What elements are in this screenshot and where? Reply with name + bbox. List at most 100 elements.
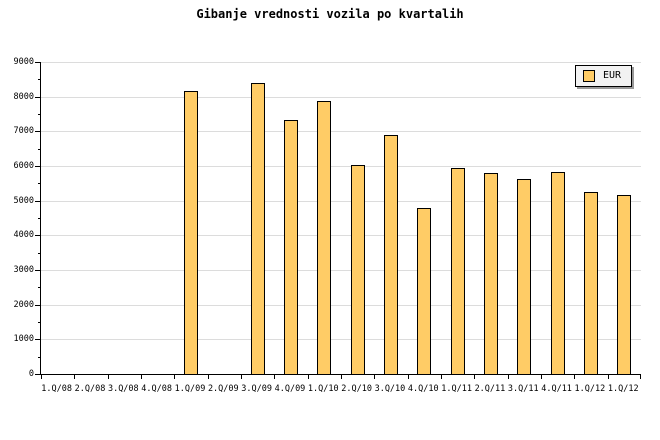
- chart-title: Gibanje vrednosti vozila po kvartalih: [196, 7, 464, 21]
- bar: [550, 171, 565, 374]
- x-axis-tick: [141, 374, 142, 379]
- bar: [417, 207, 432, 374]
- y-axis-tick-label: 1000: [13, 334, 34, 345]
- x-axis-labels: 1.Q/08 2.Q/08 3.Q/08 4.Q/08 1.Q/09 2.Q/09 3.Q/…: [40, 384, 640, 395]
- y-axis-tick-label: 5000: [13, 195, 34, 206]
- bar: [450, 167, 465, 374]
- x-axis-label-text: 1.Q/09: [174, 384, 206, 394]
- y-axis-tick: [35, 62, 41, 63]
- x-axis-label: 2.Q/09: [207, 384, 240, 395]
- gridline: [41, 270, 641, 271]
- x-axis-tick: [574, 374, 576, 379]
- y-axis-minor-tick: [38, 287, 41, 289]
- y-axis-minor-tick: [38, 79, 41, 81]
- x-axis-label-text: 1.Q/12: [574, 384, 606, 394]
- gridline: [41, 304, 641, 306]
- x-axis-label: 3.Q/11: [507, 384, 540, 395]
- x-axis-label-text: 2.Q/11: [474, 384, 506, 394]
- y-axis-minor-tick: [38, 322, 41, 323]
- x-axis-tick: [74, 374, 76, 379]
- x-axis-label-text: 2.Q/10: [341, 384, 372, 394]
- y-axis-tick-label: 9000: [13, 57, 34, 67]
- x-axis-tick: [41, 374, 42, 379]
- bar: [484, 173, 498, 374]
- x-axis-tick: [507, 374, 509, 379]
- y-axis-tick-label: 3000: [13, 265, 34, 275]
- bar: [617, 194, 632, 374]
- y-axis-minor-tick: [38, 114, 41, 115]
- y-axis-minor-tick: [38, 148, 41, 150]
- x-axis-tick: [274, 374, 276, 379]
- x-axis-tick: [607, 374, 609, 379]
- x-axis-label: 2.Q/10: [340, 384, 373, 395]
- x-axis-label-text: 1.Q/08: [41, 384, 73, 394]
- bar: [317, 100, 332, 374]
- y-axis-tick-label: 4000: [13, 230, 34, 241]
- x-axis-tick: [341, 374, 342, 379]
- legend: EUR: [575, 65, 633, 87]
- x-axis-tick: [441, 374, 442, 379]
- x-axis-label-text: 4.Q/08: [141, 384, 172, 394]
- gridline: [41, 62, 641, 63]
- y-axis-tick-label: 8000: [13, 91, 34, 102]
- x-axis-label-text: 1.Q/11: [441, 384, 472, 394]
- y-axis-tick: [35, 131, 41, 133]
- x-axis-label-text: 3.Q/09: [241, 384, 272, 394]
- x-axis-label: 1.Q/09: [173, 384, 206, 395]
- x-axis-label-text: 4.Q/10: [407, 384, 439, 394]
- x-axis-tick: [407, 374, 409, 379]
- bar: [584, 192, 598, 374]
- bar: [250, 82, 265, 374]
- x-axis-label-text: 3.Q/11: [507, 384, 539, 394]
- x-axis-tick: [107, 374, 109, 379]
- bar: [184, 90, 198, 374]
- x-axis-label-text: 4.Q/11: [541, 384, 572, 394]
- x-axis-label: 3.Q/08: [107, 384, 140, 395]
- x-axis-label-text: 4.Q/09: [274, 384, 306, 394]
- x-axis-label: 3.Q/10: [373, 384, 406, 395]
- x-axis-tick: [174, 374, 176, 379]
- legend-swatch-eur: [583, 70, 595, 82]
- x-axis-label: 1.Q/10: [307, 384, 340, 395]
- y-axis-minor-tick: [38, 356, 41, 358]
- x-axis-tick: [207, 374, 209, 379]
- x-axis-label: 2.Q/08: [73, 384, 106, 395]
- y-axis-tick-label: 2000: [13, 299, 34, 310]
- x-axis-label: 4.Q/09: [273, 384, 306, 395]
- x-axis-tick: [541, 374, 542, 379]
- y-axis-tick: [35, 339, 41, 341]
- x-axis-label: 1.Q/12: [573, 384, 606, 395]
- gridline: [41, 235, 641, 237]
- gridline: [41, 200, 641, 202]
- y-axis-tick: [35, 200, 41, 202]
- bar: [517, 178, 532, 374]
- x-axis-label: 1.Q/11: [440, 384, 473, 395]
- gridline: [41, 166, 641, 167]
- bar: [284, 119, 298, 374]
- bar: [384, 134, 398, 374]
- x-axis-label-text: 1.Q/12: [607, 384, 639, 394]
- y-axis-tick-label: 0: [28, 369, 34, 379]
- x-axis-label: 1.Q/08: [40, 384, 73, 395]
- x-axis-label-text: 1.Q/10: [307, 384, 339, 394]
- x-axis-label: 2.Q/11: [473, 384, 506, 395]
- y-axis-tick: [35, 374, 41, 375]
- y-axis-tick: [35, 166, 41, 167]
- y-axis-tick: [35, 96, 41, 98]
- y-axis-minor-tick: [38, 218, 41, 219]
- x-axis-tick: [640, 374, 641, 379]
- x-axis-label: 4.Q/10: [407, 384, 440, 395]
- x-axis-tick: [307, 374, 309, 379]
- gridline: [41, 96, 641, 98]
- x-axis-label-text: 2.Q/09: [207, 384, 239, 394]
- y-axis-minor-tick: [38, 183, 41, 185]
- x-axis-label-text: 2.Q/08: [74, 384, 106, 394]
- x-axis-label: 4.Q/08: [140, 384, 173, 395]
- x-axis-label: 4.Q/11: [540, 384, 573, 395]
- x-axis-tick: [474, 374, 476, 379]
- x-axis-label-text: 3.Q/10: [374, 384, 406, 394]
- x-axis-tick: [374, 374, 376, 379]
- x-axis-label: 1.Q/12: [607, 384, 640, 395]
- legend-label: EUR: [603, 70, 622, 81]
